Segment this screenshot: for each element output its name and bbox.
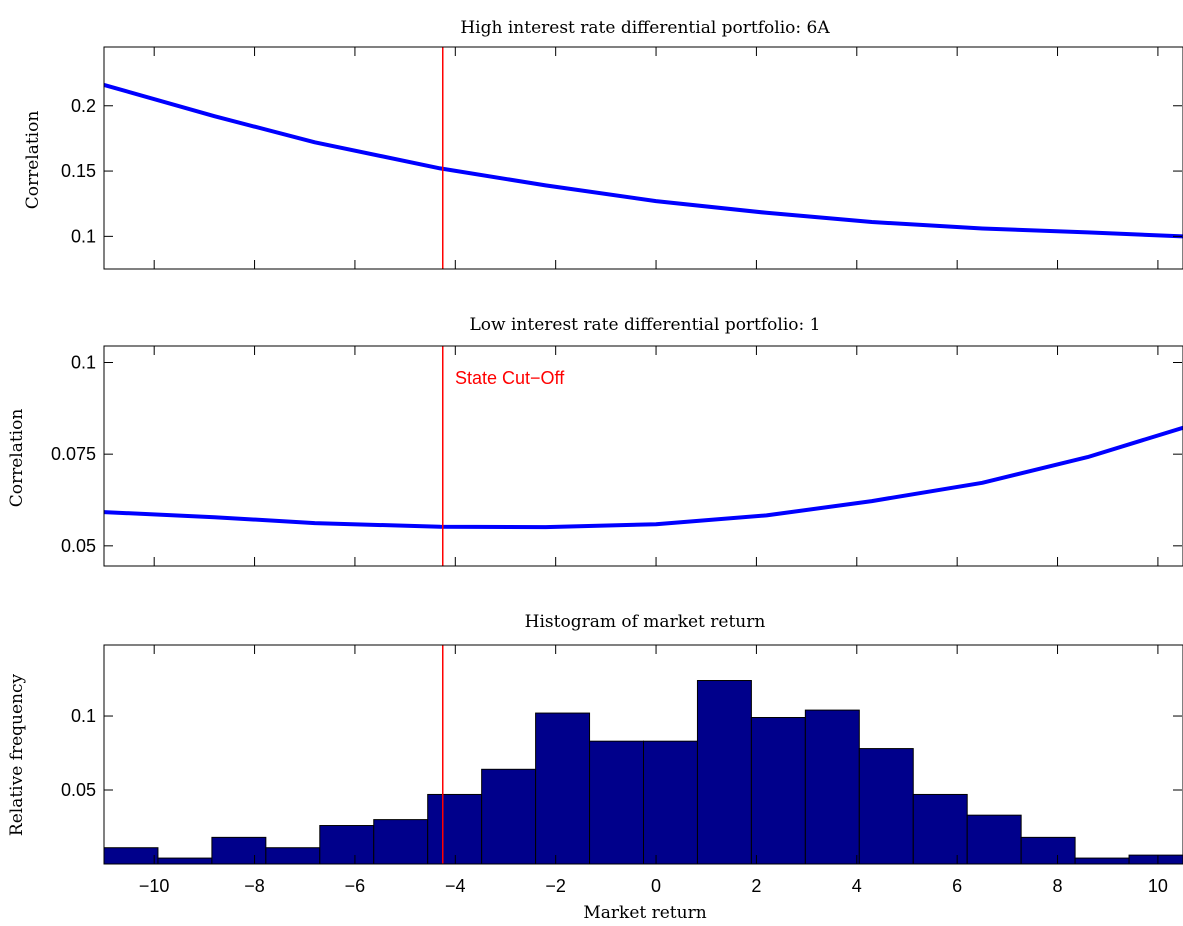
x-tick-label: 2 (751, 876, 761, 896)
y-tick-label: 0.05 (61, 536, 96, 556)
axes-box (103, 46, 1183, 270)
histogram-bar (481, 768, 537, 865)
x-tick-label: −2 (545, 876, 566, 896)
y-tick-label: 0.05 (61, 780, 96, 800)
panel-title: Histogram of market return (525, 612, 766, 632)
x-tick-label: −6 (345, 876, 366, 896)
histogram-bar (1074, 857, 1130, 865)
y-tick-label: 0.075 (51, 444, 96, 464)
histogram-bar (804, 709, 860, 865)
x-axis-label: Market return (583, 903, 706, 923)
histogram-bar (1128, 854, 1183, 865)
histogram-bar (912, 793, 968, 865)
histogram-bar (1020, 836, 1076, 865)
x-tick-label: 8 (1053, 876, 1063, 896)
histogram-bar (589, 740, 644, 865)
y-tick-label: 0.1 (71, 353, 96, 373)
histogram-bar (319, 825, 375, 865)
y-tick-label: 0.2 (71, 96, 96, 116)
y-axis-label: Relative frequency (7, 673, 27, 836)
panel-high-rate-correlation: High interest rate differential portfoli… (23, 18, 1183, 270)
y-axis-label: Correlation (7, 409, 27, 508)
x-tick-label: 0 (651, 876, 661, 896)
plot-area: 0.1 0.15 0.2 (61, 46, 1183, 270)
y-tick-label: 0.1 (71, 706, 96, 726)
panel-low-rate-correlation: Low interest rate differential portfolio… (7, 315, 1183, 567)
panel-title: Low interest rate differential portfolio… (470, 315, 821, 335)
x-tick-label: −4 (445, 876, 466, 896)
panel-title: High interest rate differential portfoli… (460, 18, 830, 38)
x-tick-label: 4 (852, 876, 862, 896)
x-tick-label: −10 (139, 876, 170, 896)
panel-histogram: Histogram of market return Relative freq… (7, 612, 1183, 923)
histogram-bar (211, 836, 267, 865)
histogram-bar (858, 748, 914, 865)
histogram-bar (373, 819, 429, 865)
axes-box (103, 345, 1183, 567)
x-tick-label: 6 (952, 876, 962, 896)
x-tick-label: 10 (1148, 876, 1168, 896)
histogram-bar (966, 814, 1022, 865)
plot-area: −10 −8 −6 −4 −2 0 2 4 6 8 10 0.05 0.1 (61, 644, 1183, 896)
histogram-bar (265, 847, 321, 865)
histogram-bar (696, 680, 752, 865)
histogram-bar (157, 857, 213, 865)
correlation-line (103, 82, 1183, 239)
axes-box (103, 644, 1183, 865)
histogram-bar (427, 793, 483, 865)
cutoff-annotation: State Cut−Off (455, 368, 565, 388)
y-tick-label: 0.15 (61, 161, 96, 181)
y-tick-label: 0.1 (71, 226, 96, 246)
x-tick-label: −8 (244, 876, 265, 896)
plot-area: 0.05 0.075 0.1 (51, 345, 1183, 567)
histogram-bar (103, 847, 159, 865)
histogram-bar (535, 712, 591, 865)
histogram-bar (750, 717, 806, 865)
y-axis-label: Correlation (23, 111, 43, 210)
histogram-bar (643, 740, 698, 865)
correlation-line (103, 425, 1183, 530)
